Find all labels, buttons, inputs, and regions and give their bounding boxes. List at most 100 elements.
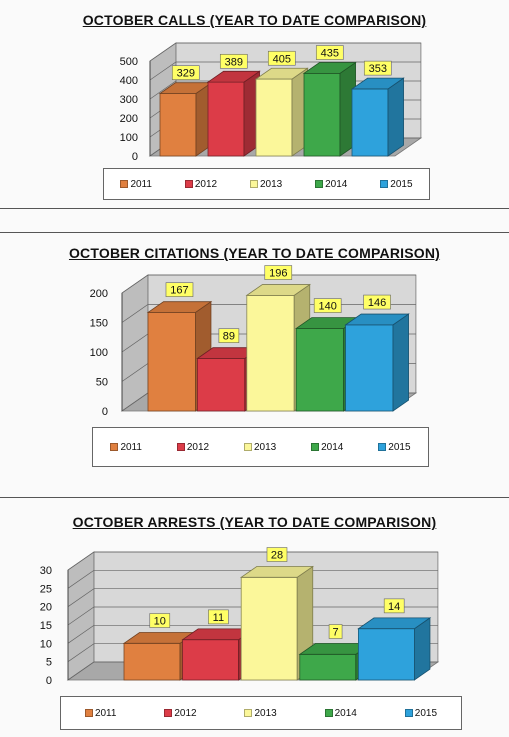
- data-label-text: 10: [154, 616, 166, 628]
- y-tick-label: 400: [120, 75, 138, 87]
- legend-label: 2015: [390, 178, 413, 190]
- data-label-2012: 89: [218, 328, 240, 343]
- legend-item-2011: 2011: [84, 707, 117, 719]
- bar-2014: [302, 61, 357, 157]
- data-label-bg: [328, 624, 343, 639]
- bar-side: [392, 313, 409, 412]
- data-label-2015: 14: [383, 598, 405, 614]
- bar-front: [351, 88, 389, 157]
- calls-chart-legend: 2011 2012 2013 2014 2015: [103, 168, 430, 200]
- legend-item-2013: 2013: [243, 441, 277, 453]
- data-label-text: 329: [177, 68, 195, 80]
- y-tick-label: 0: [102, 406, 108, 418]
- y-tick-label: 200: [90, 288, 108, 300]
- legend-label: 2014: [321, 441, 344, 453]
- legend-label: 2011: [94, 707, 117, 719]
- citations-chart-panel: OCTOBER CITATIONS (YEAR TO DATE COMPARIS…: [0, 233, 509, 497]
- citations-chart-title: OCTOBER CITATIONS (YEAR TO DATE COMPARIS…: [68, 245, 441, 261]
- bar-top: [206, 70, 261, 83]
- bar-2013: [239, 565, 315, 681]
- bar-front: [207, 81, 245, 157]
- data-label-text: 14: [388, 601, 400, 613]
- bar-top: [146, 301, 213, 313]
- gridline: [67, 606, 438, 626]
- bar-top: [344, 313, 410, 326]
- legend-swatch: [164, 709, 173, 717]
- y-tick-label: 25: [40, 583, 52, 595]
- legend-item-2015: 2015: [378, 441, 411, 453]
- y-tick-label: 5: [46, 657, 52, 669]
- bar-2015: [357, 617, 432, 681]
- legend-swatch: [184, 180, 193, 188]
- legend-item-2015: 2015: [404, 708, 437, 719]
- legend-swatch: [324, 709, 333, 717]
- legend-swatch: [315, 180, 324, 188]
- citations-chart: 0 50 100 150 200 167 89 196 140 146: [90, 265, 418, 418]
- gridline: [67, 588, 438, 607]
- data-label-bg: [165, 282, 194, 297]
- legend-label: 2013: [254, 707, 277, 719]
- legend-label: 2013: [259, 178, 283, 190]
- gridline: [149, 61, 421, 81]
- legend-item-2014: 2014: [324, 707, 357, 719]
- calls-chart: 0 100 200 300 400 500 329 389 405 435 353: [120, 42, 423, 163]
- bar-front: [123, 642, 181, 681]
- data-label-2011: 329: [171, 65, 200, 80]
- arrests-chart-legend: 2011 2012 2013 2014 2015: [60, 696, 462, 730]
- legend-swatch: [249, 180, 258, 188]
- legend-swatch: [243, 443, 252, 451]
- bar-front: [295, 328, 345, 412]
- legend-label: 2011: [130, 178, 152, 190]
- data-label-text: 89: [223, 331, 235, 343]
- bar-2012: [206, 70, 261, 157]
- bar-front: [240, 576, 298, 681]
- legend-label: 2013: [253, 441, 277, 453]
- y-tick-label: 500: [120, 56, 138, 68]
- legend-item-2012: 2012: [164, 707, 197, 719]
- data-label-bg: [266, 547, 288, 562]
- legend-label: 2012: [186, 441, 210, 453]
- legend-swatch: [378, 443, 387, 451]
- legend-swatch: [120, 180, 129, 188]
- data-label-2014: 435: [315, 45, 344, 60]
- y-tick-label: 50: [96, 377, 108, 389]
- arrests-chart: 0 5 10 15 20 25 30 10 11 28 7 14: [40, 547, 440, 687]
- legend-item-2011: 2011: [110, 442, 142, 453]
- data-label-text: 389: [225, 56, 243, 68]
- data-label-bg: [208, 609, 229, 625]
- arrests-chart-panel: OCTOBER ARRESTS (YEAR TO DATE COMPARISON…: [0, 498, 509, 737]
- data-label-bg: [218, 328, 240, 343]
- bar-front: [303, 72, 341, 157]
- legend-item-2015: 2015: [380, 178, 413, 190]
- legend-swatch: [311, 443, 320, 451]
- bar-front: [357, 628, 415, 681]
- data-label-2011: 10: [149, 613, 171, 628]
- data-label-bg: [383, 598, 405, 614]
- y-tick-label: 20: [40, 602, 52, 614]
- legend-swatch: [176, 443, 185, 451]
- data-label-text: 146: [368, 297, 386, 309]
- data-label-2013: 28: [266, 547, 288, 562]
- data-label-2013: 405: [267, 50, 296, 66]
- bar-front: [299, 653, 357, 681]
- bar-2011: [158, 81, 213, 157]
- legend-label: 2014: [334, 707, 357, 719]
- bar-front: [255, 78, 293, 157]
- data-label-2015: 146: [363, 294, 391, 310]
- data-label-2015: 353: [363, 60, 392, 76]
- legend-label: 2012: [174, 707, 197, 719]
- legend-swatch: [84, 709, 93, 717]
- legend-label: 2011: [120, 441, 142, 453]
- data-label-text: 353: [369, 63, 387, 75]
- legend-item-2013: 2013: [244, 707, 277, 719]
- legend-item-2014: 2014: [315, 179, 347, 190]
- data-label-text: 167: [170, 285, 188, 297]
- bar-side: [387, 77, 404, 157]
- y-tick-label: 100: [90, 347, 108, 359]
- gridline: [121, 274, 416, 294]
- legend-label: 2015: [388, 441, 411, 453]
- data-label-bg: [363, 294, 391, 310]
- y-tick-label: 15: [40, 620, 52, 632]
- data-label-bg: [149, 613, 171, 628]
- bar-top: [350, 77, 405, 90]
